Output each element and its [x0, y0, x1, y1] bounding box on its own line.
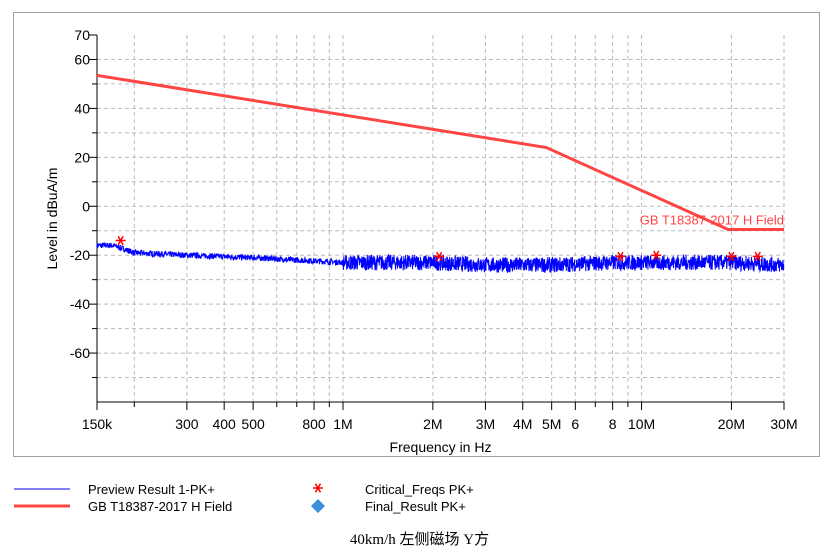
y-tick-label: 60	[74, 51, 90, 67]
x-tick-label: 2M	[423, 416, 442, 432]
y-tick-label: 70	[74, 27, 90, 43]
legend-diamond-final	[311, 499, 325, 513]
limit-line	[96, 73, 784, 232]
y-tick-label: 40	[74, 100, 90, 116]
y-tick-label: -40	[70, 296, 90, 312]
x-tick-label: 5M	[542, 416, 561, 432]
x-tick-label: 150k	[82, 416, 113, 432]
x-tick-label: 500	[241, 416, 265, 432]
y-axis-label: Level in dBuA/m	[44, 168, 60, 270]
critical-freq-marker	[434, 251, 445, 262]
limit-label: GB T18387-2017 H Field	[640, 213, 784, 228]
preview-trace	[96, 242, 785, 273]
x-tick-label: 10M	[628, 416, 655, 432]
x-tick-label: 30M	[770, 416, 797, 432]
legend-label-preview: Preview Result 1-PK+	[88, 482, 215, 497]
y-tick-label: 20	[74, 149, 90, 165]
chart-frame	[13, 12, 820, 457]
x-tick-label: 400	[212, 416, 236, 432]
y-tick-label: 0	[82, 198, 90, 214]
x-tick-label: 1M	[333, 416, 352, 432]
y-tick-label: -60	[70, 345, 90, 361]
x-tick-label: 300	[175, 416, 199, 432]
x-tick-label: 8	[609, 416, 617, 432]
legend-label-critical: Critical_Freqs PK+	[365, 482, 474, 497]
legend-label-limit: GB T18387-2017 H Field	[88, 499, 233, 514]
y-tick-label: -20	[70, 247, 90, 263]
critical-freq-marker	[115, 235, 126, 246]
x-tick-label: 20M	[718, 416, 745, 432]
legend-star-critical	[313, 483, 323, 493]
x-tick-label: 3M	[476, 416, 495, 432]
caption: 40km/h 左侧磁场 Y方	[349, 532, 490, 548]
critical-freq-marker	[726, 251, 737, 262]
critical-freq-marker	[615, 251, 626, 262]
x-tick-label: 4M	[513, 416, 532, 432]
legend-label-final: Final_Result PK+	[365, 499, 466, 514]
x-axis-label: Frequency in Hz	[390, 439, 492, 455]
x-tick-label: 6	[571, 416, 579, 432]
critical-freq-marker	[752, 251, 763, 262]
x-tick-label: 800	[302, 416, 326, 432]
critical-freq-marker	[651, 250, 662, 260]
